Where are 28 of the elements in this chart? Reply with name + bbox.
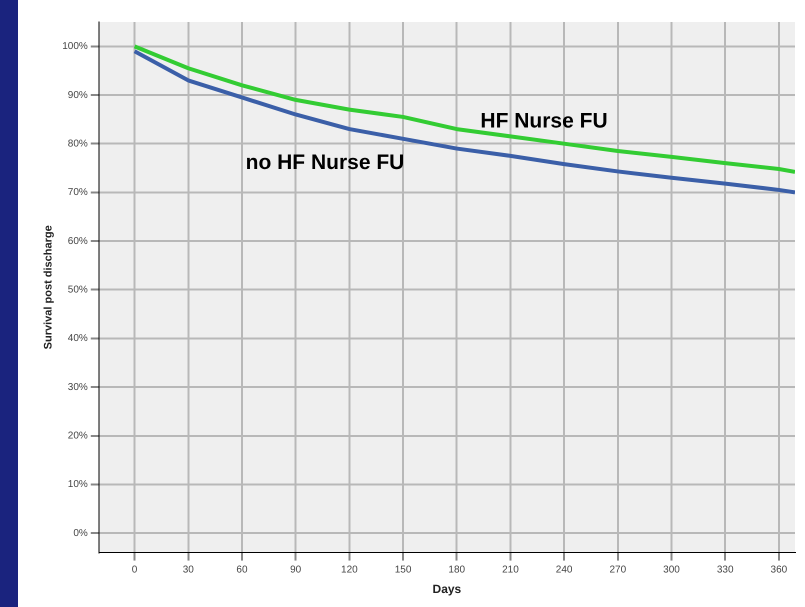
x-tick-label: 120 xyxy=(341,564,358,576)
y-tick-label: 80% xyxy=(68,138,88,150)
x-tick-label: 210 xyxy=(502,564,520,576)
series-label: HF Nurse FU xyxy=(480,110,608,133)
y-axis-title: Survival post discharge xyxy=(42,225,55,350)
series-label: no HF Nurse FU xyxy=(246,150,404,174)
x-tick-label: 330 xyxy=(716,564,734,576)
y-tick-label: 100% xyxy=(62,41,88,52)
y-tick-label: 10% xyxy=(68,479,88,490)
x-tick-label: 180 xyxy=(448,564,466,576)
x-tick-label: 240 xyxy=(556,564,573,576)
y-tick-label: 0% xyxy=(73,528,88,539)
x-axis-title: Days xyxy=(432,582,462,596)
y-tick-label: 30% xyxy=(68,382,88,393)
x-tick-label: 300 xyxy=(663,564,680,576)
y-tick-label: 50% xyxy=(68,284,88,296)
x-tick-label: 150 xyxy=(394,564,412,576)
x-tick-label: 30 xyxy=(182,564,194,576)
x-tick-label: 270 xyxy=(609,564,627,576)
y-tick-label: 40% xyxy=(68,333,88,344)
y-tick-label: 90% xyxy=(68,90,88,101)
y-tick-label: 70% xyxy=(68,187,88,198)
x-tick-label: 60 xyxy=(236,564,248,576)
x-tick-label: 90 xyxy=(290,564,302,576)
x-tick-label: 0 xyxy=(132,564,138,576)
y-tick-label: 20% xyxy=(68,430,88,442)
y-tick-label: 60% xyxy=(68,236,88,247)
x-tick-label: 360 xyxy=(770,564,788,576)
